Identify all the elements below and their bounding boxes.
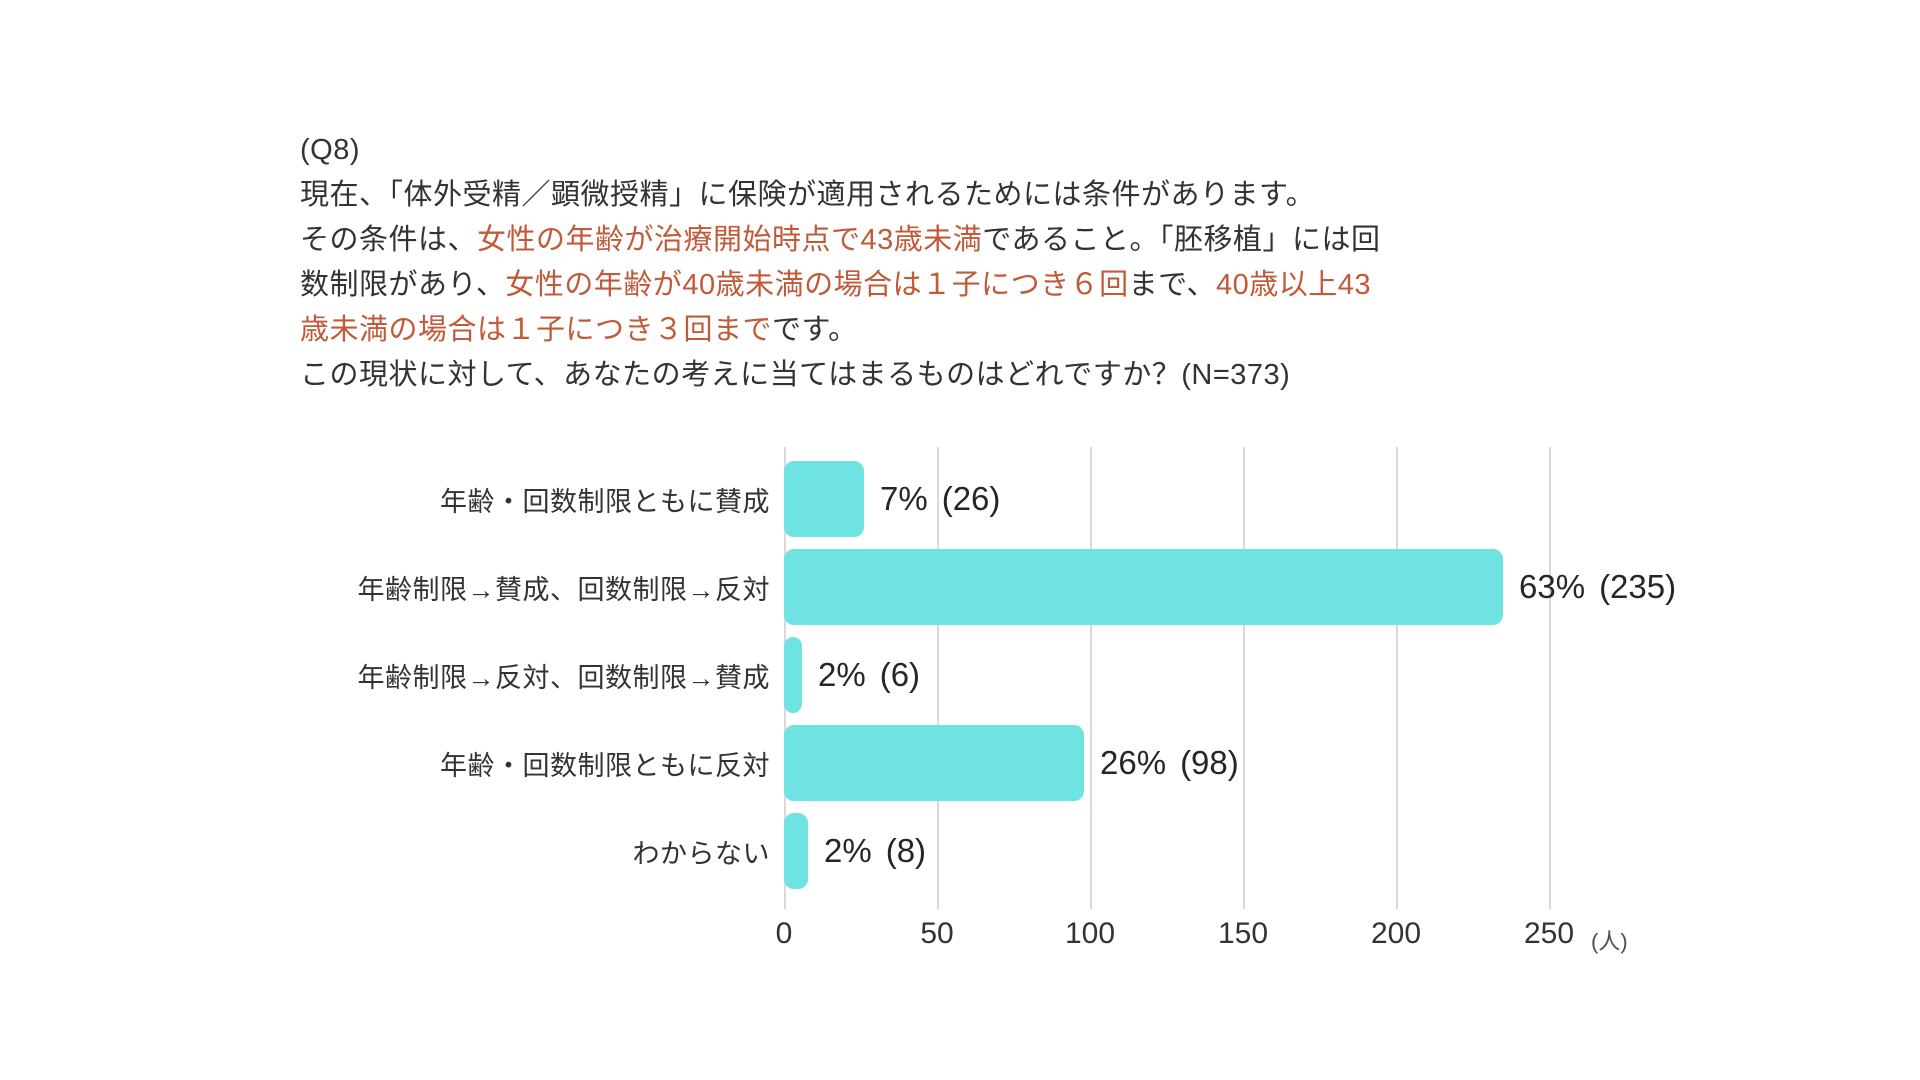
highlighted-condition-age: 女性の年齢が治療開始時点で43歳未満 [477,224,983,256]
value-label: 2% (8) [824,832,926,870]
bar [784,637,802,713]
category-label: 年齢制限→反対、回数制限→賛成 [357,662,770,693]
percent-label: 7% [880,480,928,517]
grid-line [937,447,939,909]
percent-label: 2% [818,656,866,693]
bar-row: 年齢・回数制限ともに反対 26% (98) [300,719,1860,807]
bar [784,461,864,537]
count-label: (8) [885,832,927,869]
question-block: (Q8) 現在、「体外受精／顕微授精」に保険が適用されるためには条件があります。… [300,128,1381,398]
question-line-5: この現状に対して、あなたの考えに当てはまるものはどれですか？(N=373) [300,359,1291,391]
grid-line [1090,447,1092,909]
value-label: 26% (98) [1100,744,1239,782]
bar-wrap: 2% (8) [784,813,926,889]
bar-row: 年齢制限→賛成、回数制限→反対 63% (235) [300,543,1860,631]
percent-label: 63% [1519,568,1586,605]
count-label: (235) [1599,568,1677,605]
bar [784,813,808,889]
x-tick-label: 0 [775,917,793,950]
question-line-4: 歳未満の場合は１子につき３回までです。 [300,314,858,346]
bar [784,549,1503,625]
x-tick-label: 100 [1064,917,1116,950]
axis-unit-label: (人) [1591,929,1628,954]
bar-wrap: 7% (26) [784,461,1000,537]
question-line-3: 数制限があり、女性の年齢が40歳未満の場合は１子につき６回まで、40歳以上43 [300,269,1371,301]
x-tick-label: 50 [920,917,954,950]
percent-label: 2% [824,832,872,869]
question-line-1: 現在、「体外受精／顕微授精」に保険が適用されるためには条件があります。 [300,173,1381,218]
grid-line [1549,447,1551,909]
count-label: (26) [941,480,1001,517]
value-label: 7% (26) [880,480,1000,518]
x-tick-label: 250 [1523,917,1575,950]
category-label: 年齢・回数制限ともに賛成 [440,486,770,517]
bar-row: 年齢制限→反対、回数制限→賛成 2% (6) [300,631,1860,719]
category-label: 年齢・回数制限ともに反対 [440,750,770,781]
horizontal-bar-chart: 年齢・回数制限ともに賛成 7% (26) 年齢制限→賛成、回数制限→反対 63% (235… [300,447,1860,975]
x-tick-label: 200 [1370,917,1422,950]
value-label: 2% (6) [818,656,920,694]
grid-line [1243,447,1245,909]
value-label: 63% (235) [1519,568,1676,606]
count-label: (98) [1180,744,1239,781]
percent-label: 26% [1100,744,1167,781]
category-label: 年齢制限→賛成、回数制限→反対 [357,574,770,605]
highlighted-condition-over40: 40歳以上43 [1215,269,1371,301]
x-axis: 0 50 100 150 200 250 (人) [776,917,1734,967]
question-text: 現在、「体外受精／顕微授精」に保険が適用されるためには条件があります。 [300,179,1316,211]
question-line-2: その条件は、女性の年齢が治療開始時点で43歳未満であること。「胚移植」には回 [300,224,1381,256]
question-number: (Q8) [300,134,360,166]
highlighted-condition-3times: 歳未満の場合は１子につき３回まで [300,314,773,346]
bar-wrap: 26% (98) [784,725,1239,801]
bar-row: 年齢・回数制限ともに賛成 7% (26) [300,455,1860,543]
grid-line [1396,447,1398,909]
count-label: (6) [879,656,921,693]
bar-wrap: 2% (6) [784,637,920,713]
bar-wrap: 63% (235) [784,549,1676,625]
x-tick-label: 150 [1217,917,1269,950]
bar-row: わからない 2% (8) [300,807,1860,895]
highlighted-condition-under40: 女性の年齢が40歳未満の場合は１子につき６回 [505,269,1129,301]
category-label: わからない [632,838,770,869]
bar-rows: 年齢・回数制限ともに賛成 7% (26) 年齢制限→賛成、回数制限→反対 63% (235… [300,455,1860,895]
bar [784,725,1084,801]
